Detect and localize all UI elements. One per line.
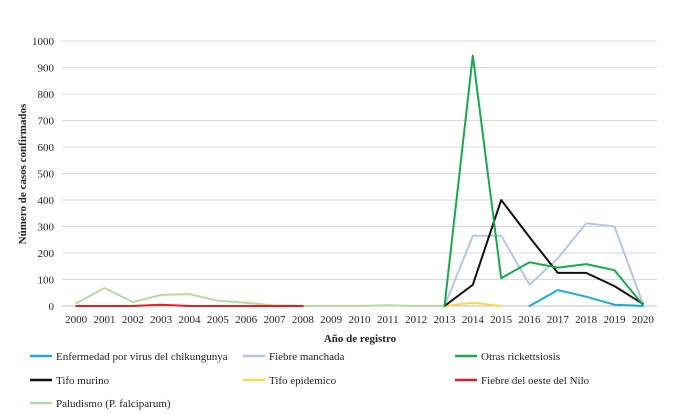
x-tick-label: 2010 xyxy=(349,314,372,326)
x-tick-label: 2005 xyxy=(207,314,230,326)
x-tick-label: 2017 xyxy=(547,314,570,326)
y-tick-label: 0 xyxy=(49,301,55,313)
legend: Enfermedad por virus del chikungunya Fieb… xyxy=(30,351,590,410)
x-tick-label: 2002 xyxy=(122,314,144,326)
x-tick-label: 2016 xyxy=(519,314,542,326)
y-tick-label: 800 xyxy=(38,89,55,101)
x-tick-label: 2000 xyxy=(65,314,88,326)
series-line xyxy=(443,199,644,307)
series-line xyxy=(443,54,644,307)
x-tick-label: 2001 xyxy=(94,314,116,326)
x-tick-label: 2011 xyxy=(377,314,399,326)
y-tick-label: 200 xyxy=(38,248,55,260)
y-tick-label: 900 xyxy=(38,63,55,75)
x-tick-label: 2019 xyxy=(604,314,627,326)
legend-label: Tifo epidemico xyxy=(269,375,337,387)
legend-label: Enfermedad por virus del chikungunya xyxy=(56,351,228,363)
x-axis-title: Año de registro xyxy=(324,333,397,345)
y-axis-title: Número de casos confirmados xyxy=(17,103,29,244)
y-tick-label: 100 xyxy=(38,275,55,287)
x-tick-label: 2015 xyxy=(490,314,513,326)
legend-label: Fiebre del oeste del Nilo xyxy=(481,375,590,387)
series-line xyxy=(75,287,446,307)
y-axis-ticks: 0 100 200 300 400 500 600 700 800 900 1000 xyxy=(32,36,55,313)
x-tick-label: 2018 xyxy=(575,314,598,326)
series-line xyxy=(528,289,644,307)
series-line xyxy=(75,303,304,307)
legend-label: Fiebre manchada xyxy=(269,351,345,363)
y-tick-label: 400 xyxy=(38,195,55,207)
series-lines xyxy=(75,54,644,307)
x-tick-label: 2008 xyxy=(292,314,315,326)
x-tick-label: 2013 xyxy=(434,314,457,326)
series-line xyxy=(443,222,644,307)
x-tick-label: 2007 xyxy=(264,314,287,326)
y-tick-label: 700 xyxy=(38,116,55,128)
x-tick-label: 2012 xyxy=(405,314,427,326)
y-tick-label: 500 xyxy=(38,169,55,181)
legend-label: Otras rickettsiosis xyxy=(481,351,560,363)
legend-label: Tifo murino xyxy=(56,375,110,387)
x-tick-label: 2003 xyxy=(150,314,173,326)
y-tick-label: 300 xyxy=(38,222,55,234)
x-tick-label: 2004 xyxy=(179,314,202,326)
y-tick-label: 1000 xyxy=(32,36,55,48)
x-tick-label: 2006 xyxy=(235,314,258,326)
series-line xyxy=(443,301,503,307)
y-tick-label: 600 xyxy=(38,142,55,154)
x-tick-label: 2020 xyxy=(632,314,655,326)
x-axis-ticks: 2000 2001 2002 2003 2004 2005 2006 2007 2008 2009… xyxy=(65,314,654,326)
x-tick-label: 2009 xyxy=(320,314,343,326)
x-tick-label: 2014 xyxy=(462,314,485,326)
gridlines xyxy=(62,40,657,280)
legend-label: Paludismo (P. falciparum) xyxy=(56,398,171,410)
